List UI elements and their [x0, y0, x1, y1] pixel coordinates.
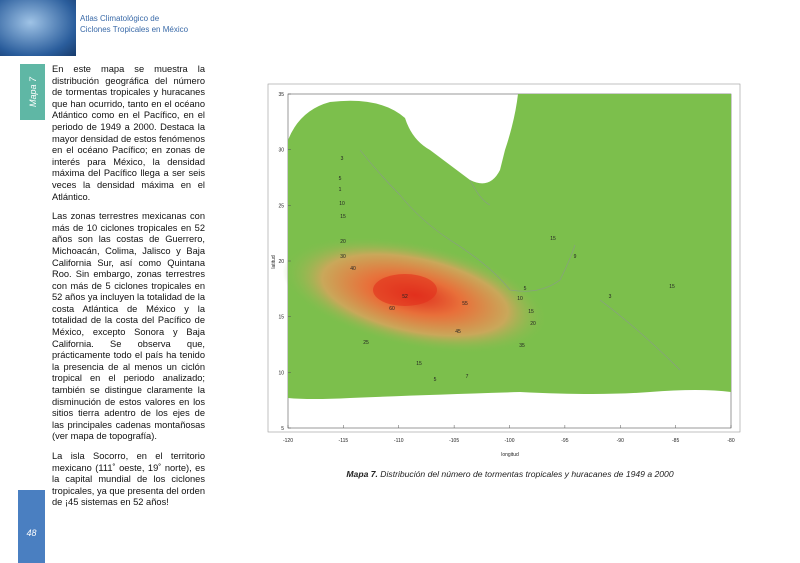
contour-label: 45 [455, 329, 461, 335]
contour-label: 15 [528, 309, 534, 315]
contour-label: 5 [339, 176, 342, 182]
coastline [359, 149, 681, 371]
contour-label: 5 [434, 377, 437, 383]
paragraph: La isla Socorro, en el territorio mexica… [52, 451, 205, 508]
contour-label: 3 [341, 156, 344, 162]
x-tick-label: -95 [561, 438, 568, 444]
text-column: En este mapa se muestra la distribución … [52, 64, 205, 517]
x-tick-label: -90 [617, 438, 624, 444]
y-tick-label: 15 [278, 315, 284, 321]
y-tick-label: 35 [278, 92, 284, 98]
map-frame [267, 83, 741, 433]
contour-label: 15 [340, 214, 346, 220]
contour-label: 10 [339, 201, 345, 207]
x-tick-label: -115 [339, 438, 349, 444]
contour-label: 5 [524, 286, 527, 292]
contour-label: 10 [517, 296, 523, 302]
x-tick-label: -85 [672, 438, 679, 444]
x-tick-label: -110 [394, 438, 404, 444]
page-bar: 48 [18, 490, 45, 563]
contour-label: 15 [550, 236, 556, 242]
contour-label: 35 [519, 343, 525, 349]
caption-text: Distribución del número de tormentas tro… [380, 469, 674, 479]
y-axis-label: latitud [271, 255, 277, 269]
contour-label: 1 [339, 187, 342, 193]
contour-label: 20 [340, 239, 346, 245]
header-title: Ciclones Tropicales en México [80, 25, 189, 34]
y-tick-label: 25 [278, 203, 284, 209]
x-tick-label: -120 [283, 438, 293, 444]
contour-label: 55 [462, 301, 468, 307]
contour-label: 60 [389, 306, 395, 312]
x-tick-label: -80 [727, 438, 734, 444]
side-tab: Mapa 7 [20, 64, 45, 120]
contour-label: 9 [574, 254, 577, 260]
x-tick-label: -100 [504, 438, 514, 444]
header-image [0, 0, 76, 56]
header-title: Atlas Climatológico de [80, 14, 160, 23]
y-tick-label: 20 [278, 259, 284, 265]
contour-label: 3 [609, 294, 612, 300]
y-tick-label: 10 [278, 370, 284, 376]
contour-label: 40 [350, 266, 356, 272]
contour-label: 25 [363, 340, 369, 346]
paragraph: En este mapa se muestra la distribución … [52, 64, 205, 202]
contour-label: 7 [466, 374, 469, 380]
page-number: 48 [26, 528, 37, 538]
contour-label: 20 [530, 321, 536, 327]
map-hotspot [373, 274, 437, 306]
x-tick-label: -105 [449, 438, 459, 444]
x-axis-label: longitud [501, 452, 519, 458]
caption: Mapa 7. Distribución del número de torme… [290, 469, 730, 479]
y-tick-label: 30 [278, 148, 284, 154]
paragraph: Las zonas terrestres mexicanas con más d… [52, 211, 205, 442]
contour-label: 30 [340, 254, 346, 260]
contour-label: 15 [669, 284, 675, 290]
contour-label: 15 [416, 361, 422, 367]
contour-label: 52 [402, 294, 408, 300]
y-tick-label: 5 [281, 426, 284, 432]
caption-label: Mapa 7. [346, 469, 378, 479]
